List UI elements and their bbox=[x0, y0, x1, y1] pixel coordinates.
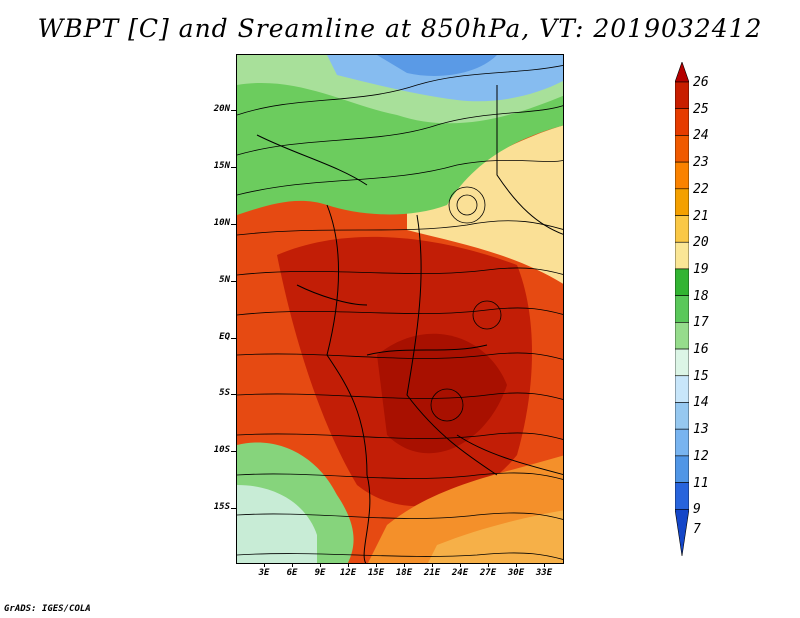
colorbar-label: 20 bbox=[693, 235, 709, 251]
colorbar-label: 7 bbox=[693, 522, 701, 538]
colorbar-label: 23 bbox=[693, 155, 709, 171]
region-core-hottest bbox=[377, 333, 507, 454]
lon-label: 3E bbox=[258, 568, 270, 578]
lon-label: 18E bbox=[395, 568, 413, 578]
lat-tick bbox=[231, 281, 236, 282]
colorbar-swatch bbox=[675, 375, 689, 403]
lon-tick bbox=[516, 563, 517, 567]
lon-label: 6E bbox=[286, 568, 298, 578]
lat-tick bbox=[231, 394, 236, 395]
lon-tick bbox=[264, 563, 265, 567]
colorbar-swatch bbox=[675, 322, 689, 350]
colorbar-label: 14 bbox=[693, 395, 709, 411]
colorbar-swatch bbox=[675, 135, 689, 163]
lat-tick bbox=[231, 224, 236, 225]
lon-tick bbox=[404, 563, 405, 567]
lat-label: 10S bbox=[213, 445, 230, 455]
lon-tick bbox=[544, 563, 545, 567]
colorbar-swatch bbox=[675, 241, 689, 270]
lon-label: 30E bbox=[507, 568, 525, 578]
colorbar-label: 15 bbox=[693, 368, 709, 384]
colorbar-swatch bbox=[675, 402, 689, 430]
colorbar-swatch bbox=[675, 508, 689, 556]
colorbar-swatch bbox=[675, 482, 689, 510]
map-plot-area bbox=[236, 54, 564, 564]
colorbar-swatch bbox=[675, 161, 689, 190]
lon-label: 15E bbox=[367, 568, 385, 578]
colorbar-swatch bbox=[675, 295, 689, 323]
colorbar-swatch bbox=[675, 81, 689, 110]
colorbar-swatch bbox=[675, 215, 689, 243]
colorbar-swatch bbox=[675, 62, 689, 83]
lon-tick bbox=[348, 563, 349, 567]
lon-label: 12E bbox=[339, 568, 357, 578]
lat-tick bbox=[231, 508, 236, 509]
region-southeast-light bbox=[428, 510, 563, 563]
lat-label: 5N bbox=[219, 275, 230, 285]
lon-label: 27E bbox=[479, 568, 497, 578]
colorbar-label: 21 bbox=[693, 208, 709, 224]
region-north-deep-blue bbox=[377, 55, 497, 76]
colorbar-label: 12 bbox=[693, 448, 709, 464]
colorbar-swatch bbox=[675, 188, 689, 216]
colorbar-swatch bbox=[675, 268, 689, 296]
lat-tick bbox=[231, 110, 236, 111]
lat-tick bbox=[231, 451, 236, 452]
colorbar-label: 13 bbox=[693, 422, 709, 438]
lat-label: 15S bbox=[213, 502, 230, 512]
grads-credit: GrADS: IGES/COLA bbox=[4, 604, 91, 614]
lon-tick bbox=[432, 563, 433, 567]
lon-tick bbox=[320, 563, 321, 567]
lon-tick bbox=[488, 563, 489, 567]
colorbar-label: 17 bbox=[693, 315, 709, 331]
colorbar-label: 24 bbox=[693, 128, 709, 144]
colorbar-label: 26 bbox=[693, 75, 709, 90]
chart-title: WBPT [C] and Sreamline at 850hPa, VT: 20… bbox=[37, 14, 763, 43]
lon-label: 21E bbox=[423, 568, 441, 578]
colorbar bbox=[675, 62, 689, 556]
colorbar-swatch bbox=[675, 348, 689, 377]
colorbar-label: 19 bbox=[693, 261, 709, 277]
colorbar-label: 18 bbox=[693, 288, 709, 304]
colorbar-swatch bbox=[675, 455, 689, 483]
lat-label: EQ bbox=[219, 332, 230, 342]
lat-label: 15N bbox=[213, 161, 230, 171]
lat-label: 20N bbox=[213, 104, 230, 114]
lon-tick bbox=[376, 563, 377, 567]
colorbar-label: 9 bbox=[693, 502, 701, 518]
lat-tick bbox=[231, 167, 236, 168]
streamlines bbox=[237, 64, 563, 560]
colorbar-label: 11 bbox=[693, 475, 709, 491]
lat-label: 10N bbox=[213, 218, 230, 228]
country-borders bbox=[256, 85, 563, 563]
lon-label: 33E bbox=[535, 568, 553, 578]
lat-label: 5S bbox=[219, 388, 230, 398]
lon-label: 9E bbox=[314, 568, 326, 578]
lat-tick bbox=[231, 338, 236, 339]
region-southwest-light bbox=[237, 485, 317, 563]
colorbar-label: 25 bbox=[693, 101, 709, 117]
heatmap-field bbox=[237, 55, 563, 563]
colorbar-label: 22 bbox=[693, 181, 709, 197]
lon-tick bbox=[292, 563, 293, 567]
lon-tick bbox=[460, 563, 461, 567]
colorbar-label: 16 bbox=[693, 342, 709, 358]
lon-label: 24E bbox=[451, 568, 469, 578]
colorbar-swatch bbox=[675, 428, 689, 457]
colorbar-swatch bbox=[675, 108, 689, 136]
